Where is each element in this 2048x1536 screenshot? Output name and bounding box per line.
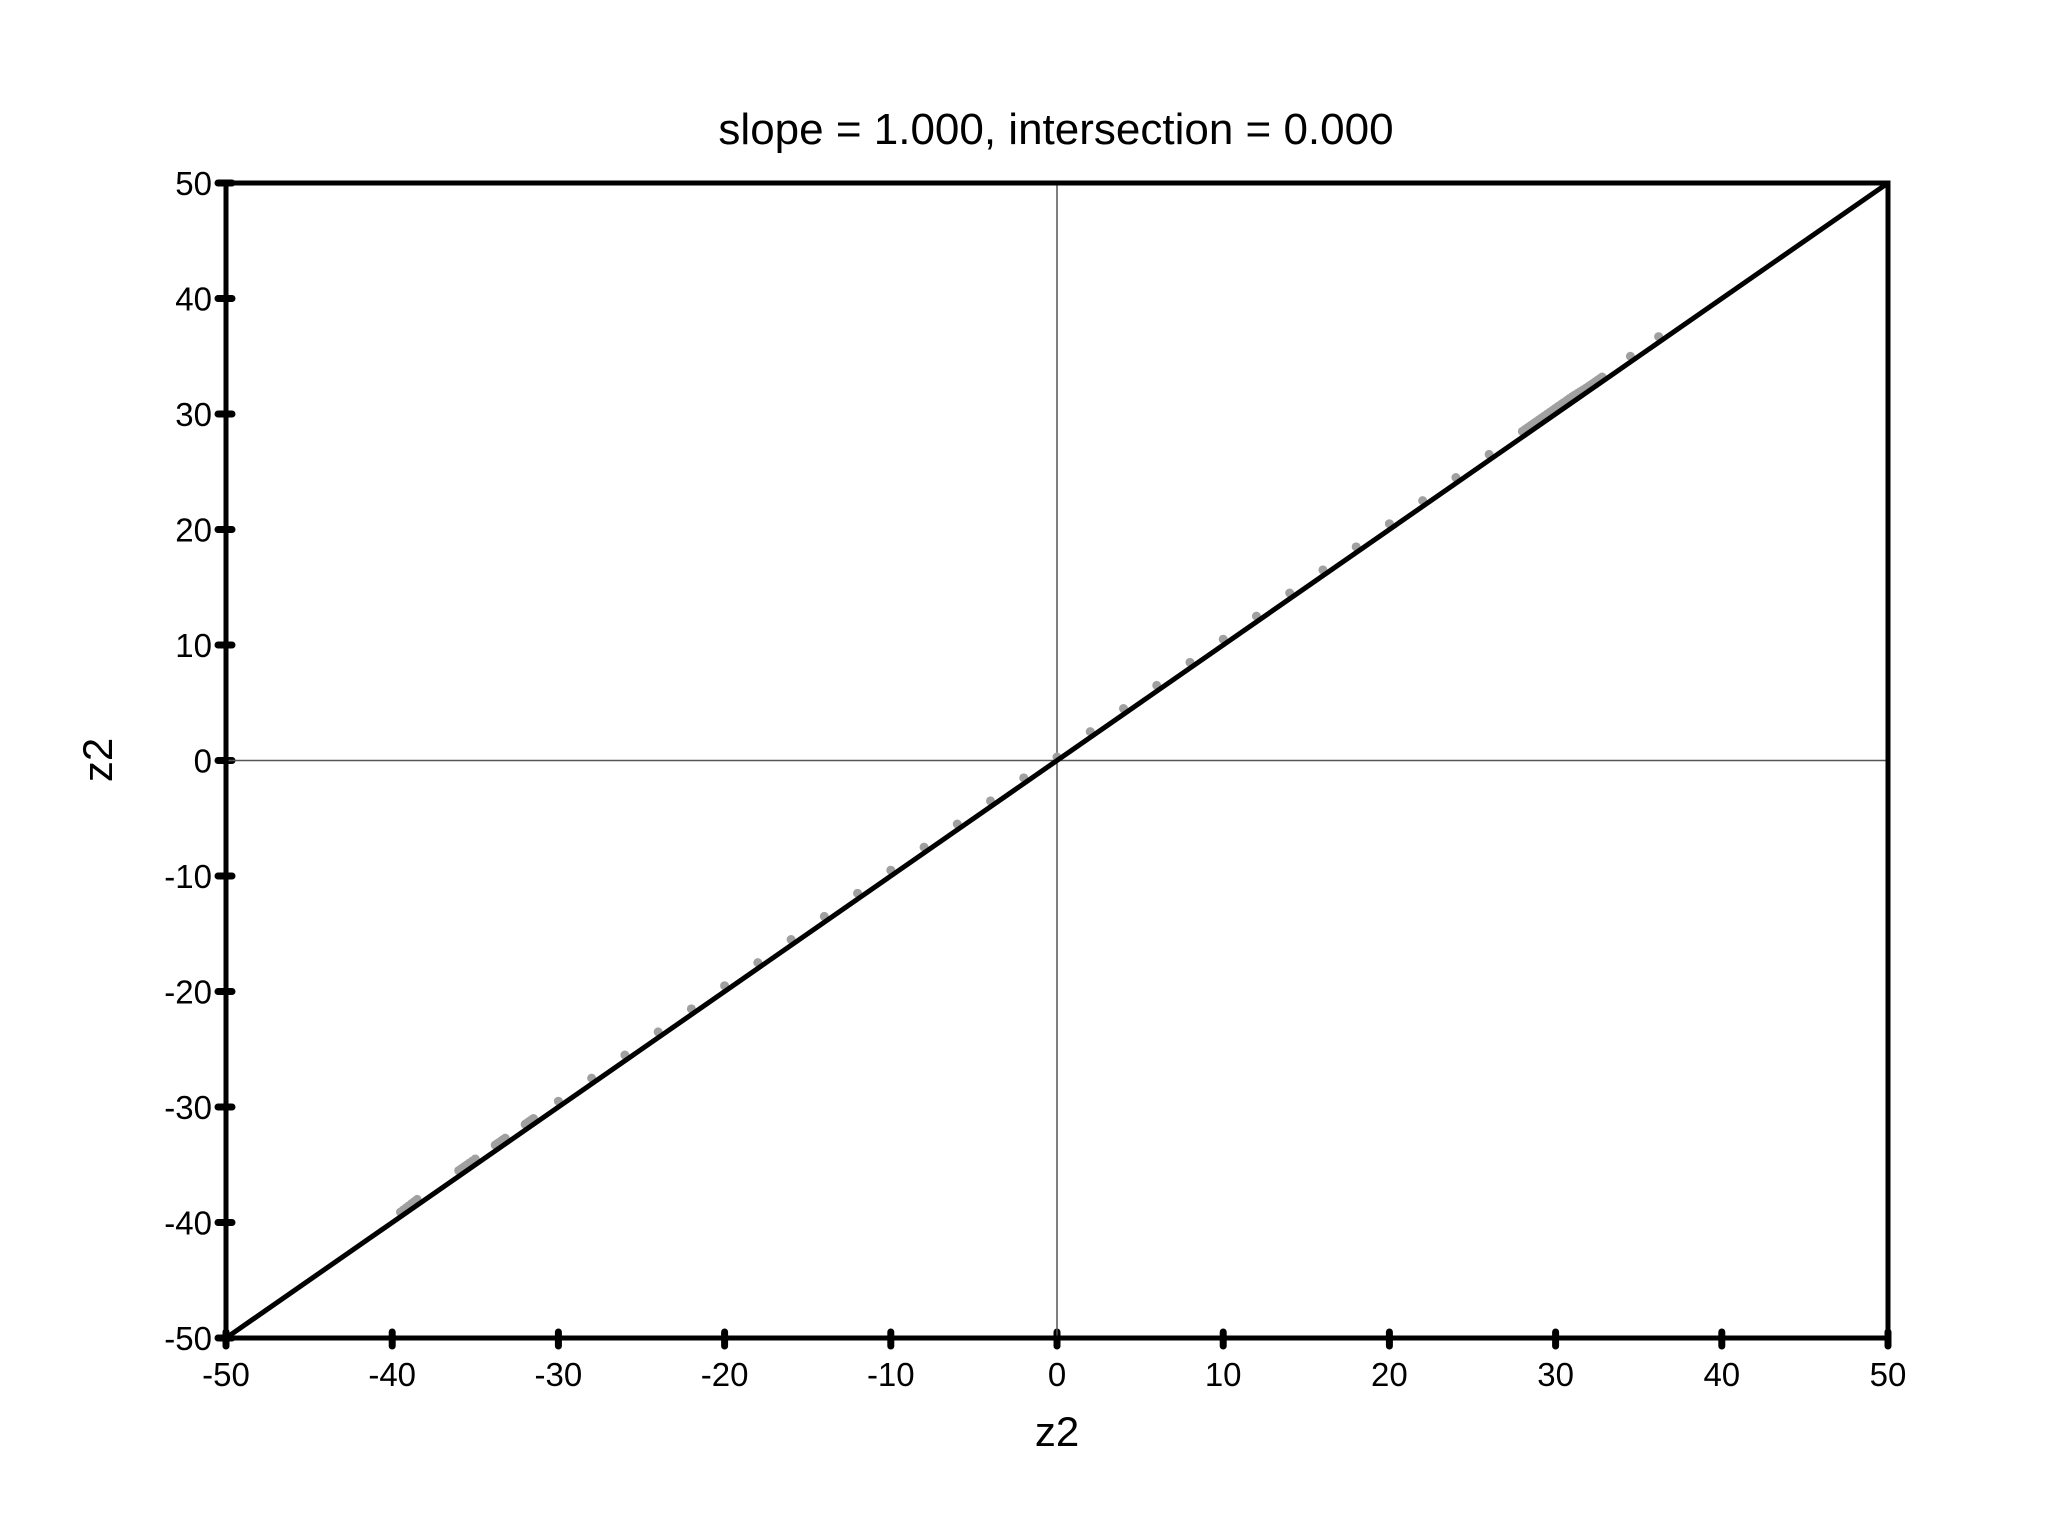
chart-title: slope = 1.000, intersection = 0.000 — [718, 105, 1393, 154]
y-tick-label: 10 — [175, 627, 212, 664]
y-tick-label: 20 — [175, 512, 212, 549]
plot-frame — [223, 180, 1891, 1341]
fit-line — [224, 180, 1890, 1341]
y-tick-label: -30 — [164, 1089, 212, 1126]
y-axis-label: z2 — [74, 738, 121, 782]
y-tick-label: 40 — [175, 281, 212, 318]
data-points — [396, 332, 1664, 1217]
x-tick-label: -10 — [867, 1356, 915, 1393]
tick-labels: -50 -40 -30 -20 -10 0 10 20 30 40 50 -50 -40 -30 -20 -1… — [164, 165, 1906, 1393]
y-tick-label: 50 — [175, 165, 212, 202]
x-tick-label: -50 — [202, 1356, 250, 1393]
y-tick-label: -20 — [164, 974, 212, 1011]
x-tick-label: -20 — [701, 1356, 749, 1393]
x-tick-label: -40 — [368, 1356, 416, 1393]
x-tick-label: 0 — [1048, 1356, 1066, 1393]
y-tick-label: -10 — [164, 858, 212, 895]
y-tick-label: -50 — [164, 1320, 212, 1357]
y-tick-label: -40 — [164, 1205, 212, 1242]
x-tick-label: 40 — [1703, 1356, 1740, 1393]
x-tick-label: 50 — [1870, 1356, 1907, 1393]
x-axis-label: z2 — [1035, 1408, 1079, 1455]
y-tick-label: 30 — [175, 396, 212, 433]
x-tick-label: 20 — [1371, 1356, 1408, 1393]
y-tick-label: 0 — [194, 743, 212, 780]
x-tick-label: 10 — [1205, 1356, 1242, 1393]
x-tick-label: 30 — [1537, 1356, 1574, 1393]
x-tick-label: -30 — [535, 1356, 583, 1393]
fit-line-group — [224, 180, 1890, 1341]
